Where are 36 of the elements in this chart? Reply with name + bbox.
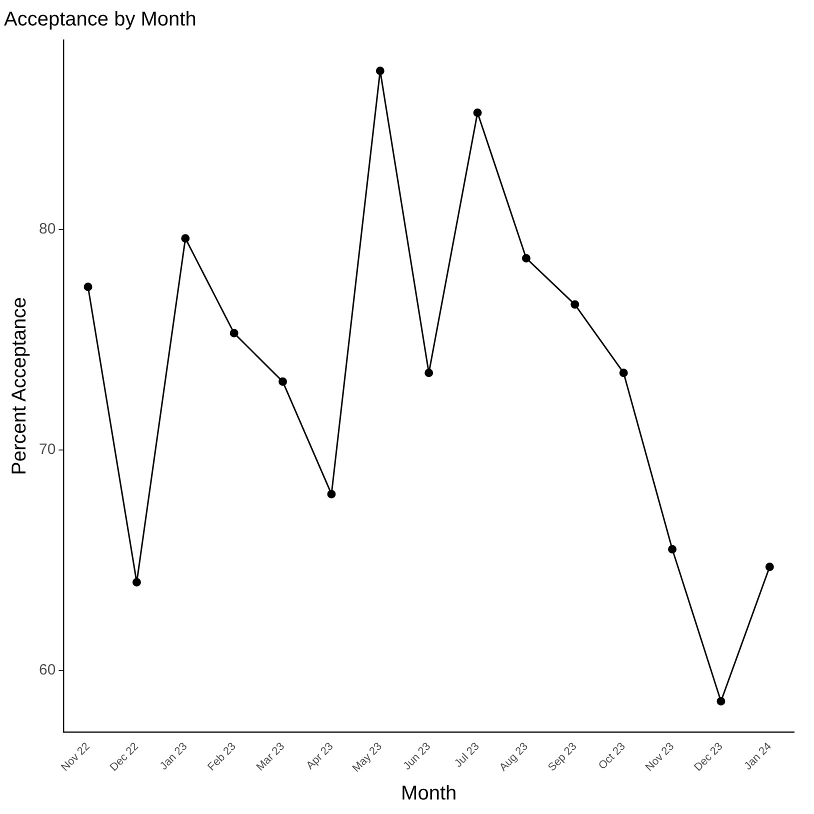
x-tick-label: Jan 24: [742, 740, 774, 772]
point: [278, 377, 288, 386]
point: [327, 490, 336, 498]
x-tick-label: May 23: [350, 740, 384, 775]
x-tick-label: Sep 23: [546, 740, 580, 774]
x-tick-label: Jul 23: [452, 740, 482, 770]
point: [570, 300, 580, 309]
x-tick-label: Mar 23: [254, 740, 288, 774]
x-tick-label: Dec 22: [108, 740, 141, 774]
point: [619, 368, 628, 378]
y-tick-label: 60: [38, 662, 56, 679]
x-tick-label: Nov 23: [643, 740, 677, 774]
x-tick-label: Feb 23: [206, 740, 238, 774]
point: [668, 544, 677, 554]
x-tick-label: Oct 23: [596, 740, 628, 772]
point: [132, 578, 141, 587]
point: [522, 254, 530, 262]
point: [765, 562, 774, 572]
x-tick-label: Dec 23: [692, 740, 726, 774]
x-tick-label: Nov 22: [59, 740, 92, 774]
point: [230, 328, 238, 338]
point: [473, 108, 482, 117]
point: [181, 234, 190, 243]
x-tick-label: Aug 23: [497, 740, 530, 774]
x-tick-label: Apr 23: [304, 740, 336, 772]
y-tick-label: 80: [38, 220, 56, 238]
point: [84, 282, 92, 292]
x-axis-title: Month: [401, 782, 457, 805]
y-axis-title: Percent Acceptance: [8, 297, 31, 476]
x-tick-label: Jun 23: [401, 740, 434, 772]
point: [716, 697, 726, 706]
y-tick-label: 70: [38, 441, 56, 458]
point: [376, 66, 384, 76]
chart-title: Acceptance by Month: [4, 8, 196, 31]
x-tick-label: Jan 23: [158, 740, 190, 772]
point: [424, 368, 434, 378]
